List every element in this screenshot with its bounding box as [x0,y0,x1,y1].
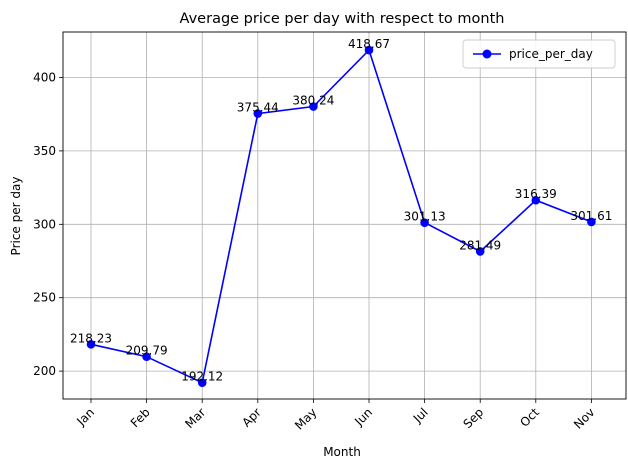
data-point [86,340,96,349]
series-group [90,48,592,384]
data-point [309,102,318,111]
y-tick-label: 250 [33,291,56,305]
y-axis: 200 250 300 350 400 [33,71,63,378]
data-points [86,45,596,387]
legend: price_per_day [462,39,616,69]
data-label: 209.79 [126,344,168,358]
data-point [587,217,596,227]
data-label: 301.61 [570,209,612,223]
x-tick-label: Mar [182,405,208,431]
x-tick-label: Jan [73,405,97,429]
data-label: 301.13 [404,210,446,224]
data-labels: 218.23 209.79 192.12 375.44 380.24 418.67 301.… [70,37,612,384]
data-point [197,378,207,387]
legend-box [462,39,616,69]
data-point [142,352,151,362]
x-tick-label: Feb [128,405,153,430]
x-tick-label: Nov [571,405,597,431]
grid [63,32,626,399]
x-tick-label: Jun [351,405,375,429]
data-point [253,109,263,118]
data-point [531,195,541,205]
series-line-price-per-day [90,48,592,384]
chart-title: Average price per day with respect to mo… [180,11,505,27]
x-tick-label: Jul [410,405,431,426]
x-tick-label: Apr [239,405,264,430]
data-label: 316.39 [515,187,557,201]
y-tick-label: 350 [33,144,56,158]
data-label: 375.44 [237,101,279,115]
data-label: 418.67 [348,37,390,51]
data-point [420,218,429,227]
y-tick-label: 400 [33,71,56,85]
x-axis-label: Month [323,445,361,459]
legend-label: price_per_day [509,47,593,61]
y-tick-label: 200 [33,364,56,378]
data-label: 218.23 [70,331,112,345]
data-label: 192.12 [181,370,223,384]
x-axis: Jan Feb Mar Apr May Jun Jul Sep Oct Nov [73,399,598,433]
plot-frame [62,31,627,400]
data-label: 380.24 [292,94,334,108]
data-point [475,247,485,256]
x-tick-label: Sep [460,405,486,431]
legend-marker [482,49,492,59]
y-tick-label: 300 [33,217,56,231]
x-tick-label: May [292,405,319,432]
data-label: 281.49 [459,238,501,252]
x-tick-label: Oct [517,405,542,430]
data-point [364,45,374,55]
y-axis-label: Price per day [9,177,23,256]
